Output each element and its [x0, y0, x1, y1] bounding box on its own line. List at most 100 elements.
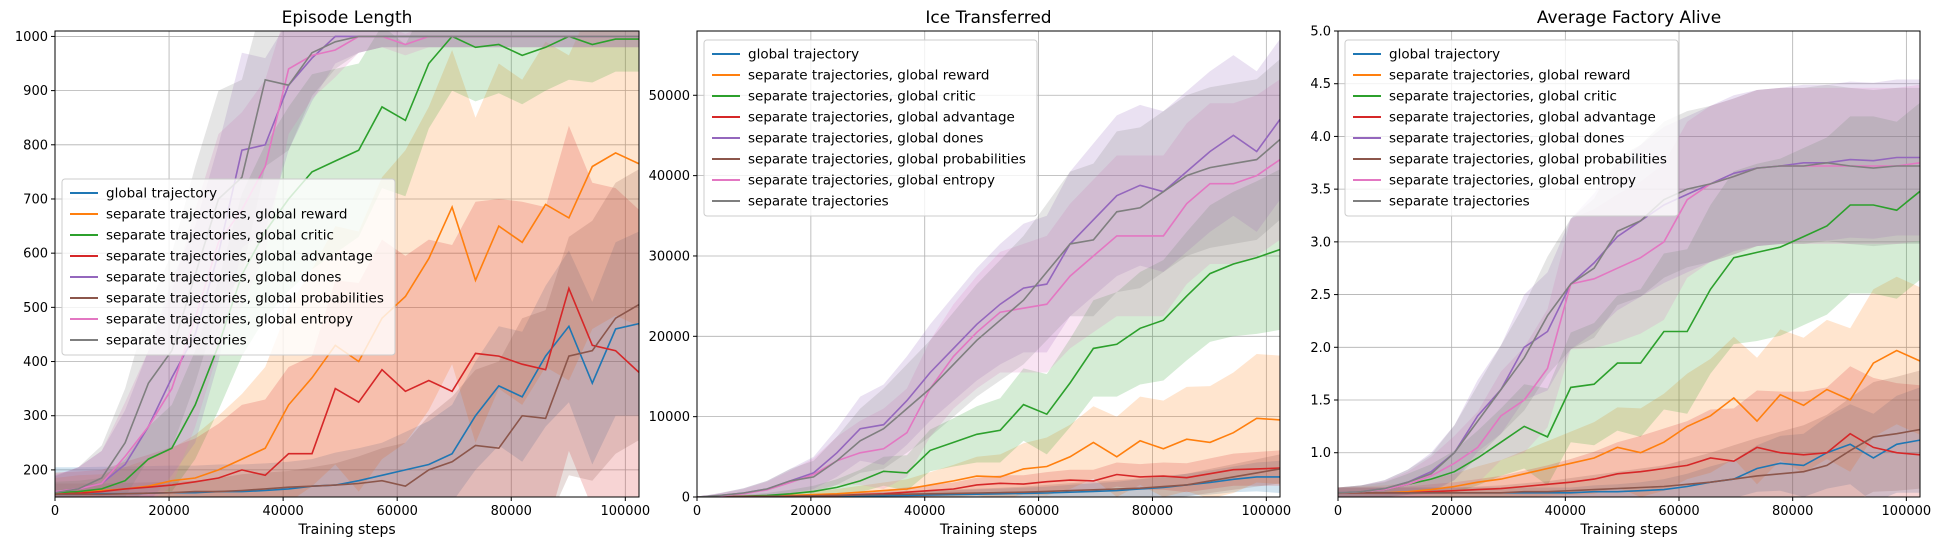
series-line — [697, 158, 1280, 497]
legend-entry: separate trajectories, global dones — [748, 131, 983, 147]
legend: global trajectory separate trajectories, … — [703, 39, 1038, 217]
x-tick-label: 40000 — [904, 504, 945, 519]
y-tick-label: 50000 — [649, 89, 690, 104]
x-axis-label: Training steps — [297, 522, 395, 538]
series-line — [1338, 432, 1920, 494]
series-band — [697, 59, 1280, 497]
y-tick-label: 40000 — [649, 169, 690, 184]
legend-entry: separate trajectories, global critic — [1389, 89, 1617, 105]
series-band — [55, 31, 639, 497]
x-tick-label: 40000 — [262, 504, 303, 519]
legend-entry: global trajectory — [106, 186, 217, 202]
legend-entry: separate trajectories — [748, 194, 889, 210]
plot-area — [697, 39, 1280, 497]
x-tick-label: 80000 — [1772, 504, 1813, 519]
series-line — [55, 285, 639, 496]
y-tick-label: 20000 — [649, 330, 690, 345]
series-band — [55, 231, 639, 497]
y-tick-label: 400 — [23, 355, 48, 370]
legend-entry: separate trajectories — [1389, 194, 1530, 210]
y-tick-label: 2.0 — [1310, 341, 1331, 356]
y-tick-label: 2.5 — [1310, 288, 1331, 303]
y-tick-label: 4.5 — [1310, 77, 1331, 92]
y-tick-label: 3.5 — [1310, 183, 1331, 198]
chart-panel-2: 0 20000 40000 60000 80000 100000 0 10000 20000 30… — [649, 8, 1292, 538]
y-tick-label: 1.5 — [1310, 394, 1331, 409]
series-line — [55, 303, 639, 496]
legend-entry: global trajectory — [748, 47, 859, 63]
y-tick-label: 200 — [23, 463, 48, 478]
legend-entry: separate trajectories, global advantage — [106, 249, 373, 265]
series-line — [55, 35, 639, 494]
legend: global trajectory separate trajectories, … — [1344, 39, 1679, 217]
series-band — [1338, 79, 1920, 497]
series-band — [1338, 276, 1920, 497]
legend-entry: separate trajectories, global probabilit… — [1389, 152, 1667, 168]
series-band — [697, 454, 1280, 497]
x-tick-label: 100000 — [1242, 504, 1292, 519]
legend-box — [61, 178, 396, 356]
x-tick-label: 100000 — [1882, 504, 1932, 519]
x-axis-label: Training steps — [939, 522, 1037, 538]
y-tick-label: 1000 — [15, 30, 48, 45]
legend-entry: separate trajectories, global entropy — [1389, 173, 1636, 189]
legend-entry: separate trajectories, global advantage — [1389, 110, 1656, 126]
legend-entry: separate trajectories — [106, 333, 247, 349]
y-tick-label: 3.0 — [1310, 235, 1331, 250]
series-band — [55, 31, 639, 497]
x-tick-label: 80000 — [491, 504, 532, 519]
x-tick-label: 80000 — [1132, 504, 1173, 519]
axes-frame — [696, 30, 1281, 498]
legend-entry: separate trajectories, global dones — [106, 270, 341, 286]
x-axis-label: Training steps — [1579, 522, 1677, 538]
series-line — [1338, 349, 1920, 494]
chart-title: Episode Length — [282, 8, 413, 28]
x-tick-label: 20000 — [1431, 504, 1472, 519]
chart-panel-1: 0 20000 40000 60000 80000 100000 200 300 400 500 6… — [15, 8, 650, 538]
series-line — [697, 138, 1280, 497]
legend-box — [1344, 39, 1679, 217]
series-line — [1338, 161, 1920, 494]
series-line — [1338, 162, 1920, 494]
y-tick-label: 30000 — [649, 249, 690, 264]
series-band — [697, 79, 1280, 497]
series-line — [697, 468, 1280, 497]
x-tick-label: 60000 — [1658, 504, 1699, 519]
series-band — [697, 354, 1280, 497]
legend-entry: separate trajectories, global advantage — [748, 110, 1015, 126]
series-band — [1338, 84, 1920, 497]
legend-entry: separate trajectories, global reward — [106, 207, 347, 223]
x-tick-label: 0 — [1334, 504, 1342, 519]
series-line — [1338, 428, 1920, 494]
legend-entry: separate trajectories, global entropy — [748, 173, 995, 189]
axes-frame — [54, 30, 640, 498]
series-band — [55, 31, 639, 497]
x-tick-label: 20000 — [790, 504, 831, 519]
x-tick-label: 0 — [693, 504, 701, 519]
series-line — [1338, 190, 1920, 494]
y-tick-label: 300 — [23, 409, 48, 424]
y-tick-label: 800 — [23, 138, 48, 153]
series-band — [1338, 84, 1920, 497]
legend-entry: separate trajectories, global reward — [748, 68, 989, 84]
legend-entry: separate trajectories, global entropy — [106, 312, 353, 328]
legend-box — [703, 39, 1038, 217]
chart-panel-3: 0 20000 40000 60000 80000 100000 1.0 1.5 2.0 2.5 3… — [1310, 8, 1931, 538]
axes-frame — [1337, 30, 1921, 498]
series-band — [697, 39, 1280, 497]
chart-title: Average Factory Alive — [1537, 8, 1721, 28]
legend-entry: separate trajectories, global probabilit… — [106, 291, 384, 307]
x-tick-label: 100000 — [600, 504, 650, 519]
chart-title: Ice Transferred — [925, 8, 1051, 28]
y-tick-label: 700 — [23, 192, 48, 207]
series-band — [1338, 387, 1920, 497]
y-tick-label: 1.0 — [1310, 446, 1331, 461]
x-tick-label: 40000 — [1545, 504, 1586, 519]
series-line — [697, 417, 1280, 497]
series-band — [697, 450, 1280, 497]
x-tick-label: 20000 — [148, 504, 189, 519]
y-tick-label: 10000 — [649, 410, 690, 425]
legend-entry: separate trajectories, global reward — [1389, 68, 1630, 84]
